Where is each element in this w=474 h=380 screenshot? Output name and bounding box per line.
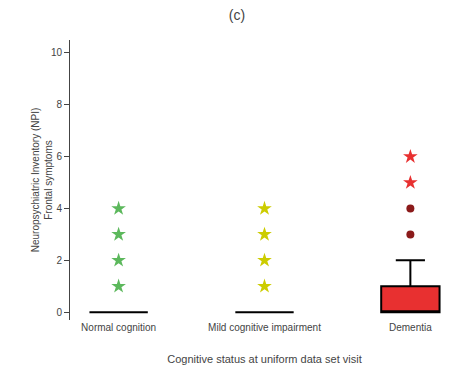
svg-text:4: 4: [56, 203, 62, 214]
svg-text:Cognitive status at uniform da: Cognitive status at uniform data set vis…: [167, 353, 361, 365]
svg-text:2: 2: [56, 255, 62, 266]
svg-text:Normal cognition: Normal cognition: [81, 322, 156, 333]
svg-text:10: 10: [51, 47, 63, 58]
svg-text:8: 8: [56, 99, 62, 110]
svg-text:6: 6: [56, 151, 62, 162]
svg-text:Dementia: Dementia: [389, 322, 432, 333]
svg-text:0: 0: [56, 307, 62, 318]
svg-text:(c): (c): [229, 7, 245, 23]
svg-text:Neuropsychiatric Inventory (NP: Neuropsychiatric Inventory (NPI)Frontal …: [30, 108, 54, 253]
svg-text:Mild cognitive impairment: Mild cognitive impairment: [208, 322, 321, 333]
